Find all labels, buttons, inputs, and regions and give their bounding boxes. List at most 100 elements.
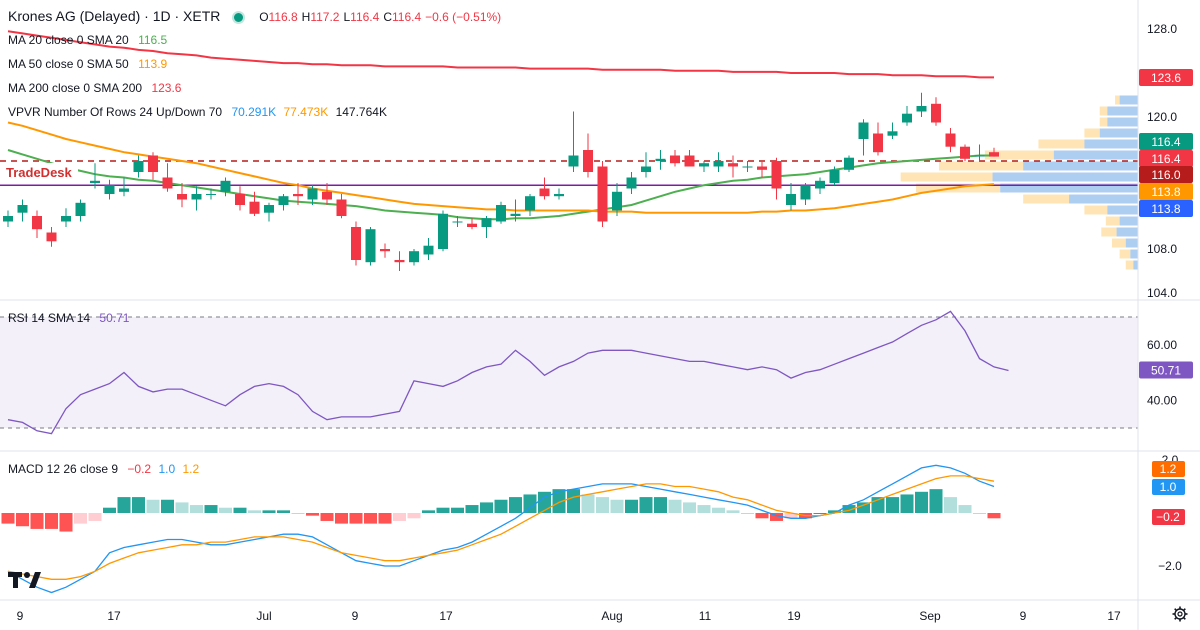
candle-body (481, 218, 492, 227)
macd-histogram-bar (306, 513, 319, 516)
rsi-pane[interactable] (0, 310, 1138, 435)
macd-histogram-bar (335, 513, 348, 524)
candle-body (728, 163, 738, 167)
legend-vpvr[interactable]: VPVR Number Of Rows 24 Up/Down 70 70.291… (8, 105, 387, 119)
macd-histogram-bar (291, 513, 305, 514)
time-axis-label: Sep (919, 609, 941, 623)
candle-body (974, 155, 985, 157)
volume-profile-down-bar (1125, 238, 1138, 248)
price-pane[interactable] (0, 30, 1138, 271)
macd-histogram-bar (204, 505, 218, 513)
volume-profile-up-bar (1038, 139, 1085, 149)
candle-body (742, 166, 753, 168)
rsi-value: 50.71 (99, 311, 130, 325)
price-badge (1139, 133, 1193, 150)
vpvr-total-value: 147.764K (335, 105, 387, 119)
candle-body (612, 191, 622, 211)
candle-body (278, 196, 289, 205)
macd-histogram-bar (190, 505, 203, 513)
ma50-label: MA 50 close 0 SMA 50 (8, 57, 129, 71)
volume-profile-up-bar (1023, 194, 1070, 204)
candle-body (916, 106, 927, 112)
legend-ma20[interactable]: MA 20 close 0 SMA 20 116.5 (8, 33, 167, 47)
volume-profile-up-bar (1111, 238, 1126, 248)
volume-profile-down-bar (1133, 260, 1138, 270)
candle-body (61, 216, 71, 222)
candle-body (452, 221, 463, 223)
candle-body (46, 232, 57, 242)
macd-histogram-bar (103, 507, 116, 513)
candle-body (670, 155, 680, 164)
macd-histogram-bar (233, 507, 247, 513)
macd-histogram-bar (349, 513, 363, 524)
moving-average-line (7, 30, 994, 79)
price-badge (1139, 150, 1193, 167)
volume-profile-up-bar (1084, 205, 1108, 215)
ohlc-key-c: C (383, 10, 392, 24)
candle-body (206, 194, 216, 195)
macd-histogram-bar (436, 507, 450, 513)
candle-body (844, 157, 854, 170)
price-badge-label: 116.4 (1151, 152, 1180, 166)
macd-histogram-bar (465, 505, 479, 513)
candle-body (351, 227, 361, 260)
candle-body (307, 188, 318, 200)
candle-body (684, 155, 695, 167)
candle-body (249, 201, 260, 214)
macd-histogram-bar (828, 510, 841, 513)
macd-pane[interactable] (1, 464, 1001, 594)
macd-badge-label: 1.0 (1160, 480, 1177, 494)
ohlc-values: O116.8 H117.2 L116.4 C116.4 −0.6 (−0.51%) (259, 10, 501, 24)
macd-histogram-bar (625, 499, 638, 513)
candle-body (365, 229, 376, 263)
ma200-label: MA 200 close 0 SMA 200 (8, 81, 143, 95)
market-status-icon (232, 10, 246, 24)
candle-body (220, 180, 231, 192)
macd-histogram-bar (842, 505, 856, 513)
macd-badge (1152, 509, 1185, 525)
time-axis-label: 9 (17, 609, 24, 623)
macd-histogram-bar (378, 513, 392, 524)
legend-macd[interactable]: MACD 12 26 close 9 −0.2 1.0 1.2 (8, 462, 199, 476)
macd-histogram-bar (813, 513, 827, 514)
volume-profile-up-bar (984, 150, 1054, 160)
ohlc-value-l: 116.4 (350, 10, 380, 24)
rsi-axis-tick: 60.00 (1147, 338, 1177, 352)
candle-body (800, 185, 811, 200)
macd-histogram-bar (16, 513, 29, 527)
time-axis-label: 11 (699, 609, 712, 623)
ma50-value: 113.9 (138, 57, 168, 71)
time-axis-label: 19 (787, 609, 801, 623)
volume-profile-down-bar (1107, 117, 1138, 127)
candle-body (322, 191, 332, 200)
settings-gear-icon[interactable] (1172, 606, 1188, 622)
macd-histogram-bar (581, 494, 595, 513)
candle-body (235, 194, 245, 205)
price-badge (1139, 69, 1193, 86)
price-badge-label: 123.6 (1151, 71, 1181, 85)
macd-histogram-bar (741, 513, 754, 514)
symbol-title[interactable]: Krones AG (Delayed) · 1D · XETR (8, 8, 221, 24)
candle-body (133, 161, 144, 172)
volume-profile-down-bar (1119, 95, 1138, 105)
time-axis-label: Jul (256, 609, 271, 623)
candle-body (699, 163, 709, 167)
macd-histogram-bar (944, 497, 957, 513)
candle-body (75, 202, 86, 216)
volume-profile-down-bar (1023, 161, 1138, 171)
legend-ma50[interactable]: MA 50 close 0 SMA 50 113.9 (8, 57, 167, 71)
candle-body (786, 194, 796, 205)
legend-ma200[interactable]: MA 200 close 0 SMA 200 123.6 (8, 81, 181, 95)
macd-histogram-bar (726, 510, 740, 513)
candle-body (17, 205, 28, 213)
volume-profile-down-bar (1053, 150, 1138, 160)
symbol-header[interactable]: Krones AG (Delayed) · 1D · XETR O116.8 H1… (8, 8, 501, 24)
ohlc-value-o: 116.8 (268, 10, 298, 24)
macd-histogram-bar (88, 513, 102, 521)
tradingview-logo-icon (8, 572, 41, 588)
legend-rsi[interactable]: RSI 14 SMA 14 50.71 (8, 311, 129, 325)
volume-profile-down-bar (1069, 194, 1138, 204)
volume-profile-down-bar (1099, 128, 1138, 138)
candle-body (815, 180, 825, 189)
macd-histogram-bar (132, 497, 145, 513)
